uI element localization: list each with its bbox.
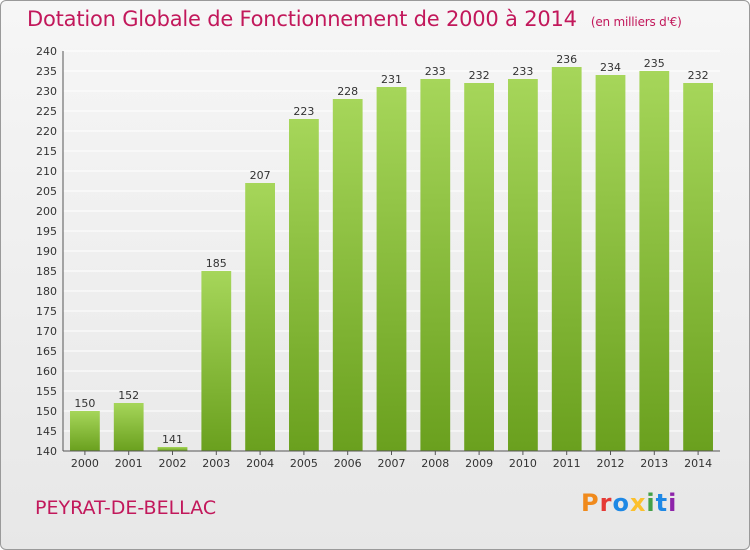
logo-letter: i	[646, 489, 656, 517]
bar-2008	[420, 79, 451, 451]
data-label-2008: 233	[425, 65, 446, 78]
bar-2003	[201, 271, 232, 451]
bar-2000	[70, 411, 100, 451]
y-tick-label: 160	[36, 365, 57, 378]
data-label-2013: 235	[644, 57, 665, 70]
x-tick-labels: 2000 2001 2002 2003 2004 2005 2006 2007 2008 2009…	[71, 457, 712, 470]
chart-unit: (en milliers d'€)	[590, 15, 682, 29]
logo-letter: P	[581, 489, 600, 517]
data-label-2005: 223	[293, 105, 314, 118]
x-tick-label-2008: 2008	[421, 457, 449, 470]
bar-2006	[332, 99, 363, 451]
axes	[62, 51, 720, 455]
y-tick-label: 235	[36, 65, 57, 78]
data-label-2006: 228	[337, 85, 358, 98]
bar-2001	[113, 403, 144, 451]
x-tick-label-2011: 2011	[553, 457, 581, 470]
bar-2009	[464, 83, 494, 451]
bar-2011	[551, 67, 582, 451]
bars	[70, 67, 713, 451]
y-tick-label: 215	[36, 145, 57, 158]
data-label-2011: 236	[556, 53, 577, 66]
x-tick-label-2000: 2000	[71, 457, 99, 470]
y-tick-label: 240	[36, 45, 57, 58]
logo-letter: t	[655, 489, 669, 517]
data-label-2014: 232	[688, 69, 709, 82]
y-tick-label: 205	[36, 185, 57, 198]
bar-2007	[376, 87, 407, 451]
y-tick-label: 220	[36, 125, 57, 138]
y-tick-label: 210	[36, 165, 57, 178]
x-tick-label-2001: 2001	[115, 457, 143, 470]
bar-2013	[639, 71, 670, 451]
bar-2014	[683, 83, 713, 451]
chart-title-text: Dotation Globale de Fonctionnement de 20…	[27, 7, 577, 31]
x-tick-label-2003: 2003	[202, 457, 230, 470]
data-label-2007: 231	[381, 73, 402, 86]
data-label-2010: 233	[512, 65, 533, 78]
logo-letter: i	[668, 489, 678, 517]
x-tick-label-2013: 2013	[640, 457, 668, 470]
chart-title: Dotation Globale de Fonctionnement de 20…	[27, 7, 682, 31]
x-tick-label-2009: 2009	[465, 457, 493, 470]
logo-letter: x	[629, 489, 647, 517]
y-tick-label: 165	[36, 345, 57, 358]
y-tick-label: 200	[36, 205, 57, 218]
y-tick-label: 140	[36, 445, 57, 458]
bar-2002	[157, 447, 188, 451]
x-tick-label-2005: 2005	[290, 457, 318, 470]
proxiti-logo: Proxiti	[581, 489, 677, 517]
data-label-2004: 207	[250, 169, 271, 182]
logo-letter: o	[612, 489, 630, 517]
data-label-2000: 150	[74, 397, 95, 410]
logo-letter: r	[599, 489, 613, 517]
y-tick-label: 195	[36, 225, 57, 238]
x-tick-label-2010: 2010	[509, 457, 537, 470]
y-tick-label: 190	[36, 245, 57, 258]
y-tick-labels: 140 145 150 155 160 165 170 175 180 185 190 195 200 2…	[36, 45, 57, 458]
y-tick-label: 150	[36, 405, 57, 418]
data-label-2001: 152	[118, 389, 139, 402]
x-tick-label-2012: 2012	[597, 457, 625, 470]
y-tick-label: 170	[36, 325, 57, 338]
y-tick-label: 230	[36, 85, 57, 98]
y-tick-label: 225	[36, 105, 57, 118]
data-label-2012: 234	[600, 61, 621, 74]
x-tick-label-2002: 2002	[159, 457, 187, 470]
commune-name: PEYRAT-DE-BELLAC	[35, 497, 217, 519]
data-label-2003: 185	[206, 257, 227, 270]
y-tick-label: 175	[36, 305, 57, 318]
x-tick-label-2014: 2014	[684, 457, 712, 470]
y-tick-label: 145	[36, 425, 57, 438]
data-labels: 150 152 141 185 207 223 228 231 233 232 233 236 234 2…	[74, 53, 708, 446]
data-label-2009: 232	[469, 69, 490, 82]
bar-2010	[508, 79, 538, 451]
x-tick-label-2007: 2007	[378, 457, 406, 470]
x-tick-label-2006: 2006	[334, 457, 362, 470]
bar-2012	[595, 75, 626, 451]
x-tick-label-2004: 2004	[246, 457, 274, 470]
y-tick-label: 185	[36, 265, 57, 278]
y-tick-label: 180	[36, 285, 57, 298]
bar-2005	[289, 119, 319, 451]
y-tick-label: 155	[36, 385, 57, 398]
data-label-2002: 141	[162, 433, 183, 446]
bar-2004	[245, 183, 275, 451]
